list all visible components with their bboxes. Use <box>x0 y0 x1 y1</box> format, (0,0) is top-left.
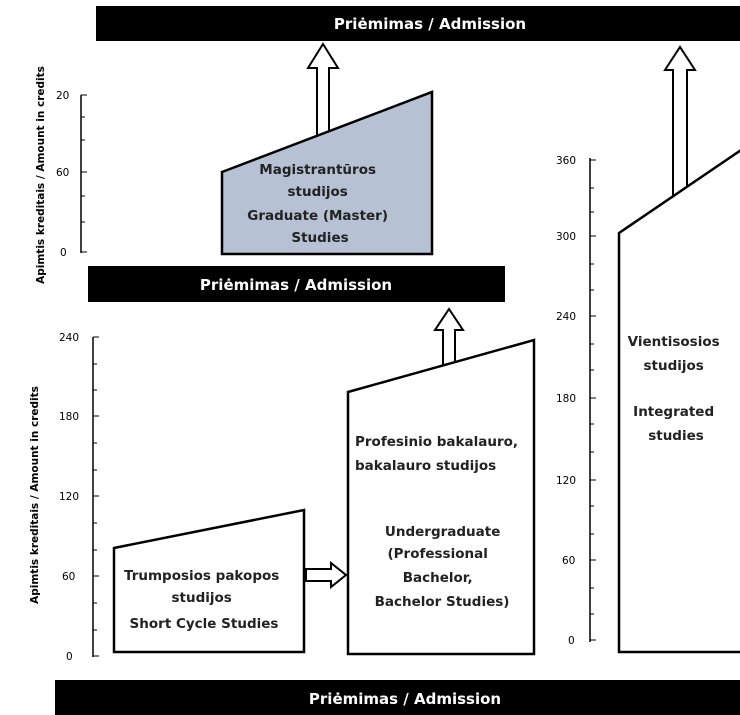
admission-bar-bottom-label: Priėmimas / Admission <box>309 690 501 708</box>
right-axis-tick-300: 300 <box>556 231 576 243</box>
integrated-studies-text: Vientisosios studijos Integrated studies <box>628 334 725 444</box>
integrated-line-2: studijos <box>643 358 703 374</box>
right-axis-tick-360: 360 <box>556 155 576 167</box>
bottom-axis-tick-240: 240 <box>59 332 79 344</box>
y-axis-label-top: Apimtis kreditais / Amount in credits <box>35 66 47 284</box>
integrated-line-1: Vientisosios <box>628 334 720 350</box>
admission-bar-middle-label: Priėmimas / Admission <box>200 276 392 294</box>
undergrad-line-2: bakalauro studijos <box>355 458 496 474</box>
up-arrow-integrated <box>663 45 697 199</box>
bottom-axis-tick-120: 120 <box>59 491 79 503</box>
master-line-1: Magistrantūros <box>259 162 376 178</box>
top-axis-tick-0: 0 <box>60 247 67 259</box>
short-cycle-line-3: Short Cycle Studies <box>130 616 279 632</box>
right-axis-tick-240: 240 <box>556 311 576 323</box>
short-cycle-line-2: studijos <box>171 590 231 606</box>
short-cycle-box <box>112 508 306 654</box>
undergrad-line-4: (Professional <box>387 546 487 562</box>
short-cycle-text: Trumposios pakopos studijos Short Cycle … <box>124 568 284 632</box>
master-line-4: Studies <box>291 230 348 246</box>
up-arrow-master <box>306 42 340 141</box>
bottom-axis: 240 180 120 60 0 <box>59 332 99 663</box>
admission-bar-bottom: Priėmimas / Admission <box>55 680 740 715</box>
right-axis-tick-60: 60 <box>562 555 575 567</box>
master-line-3: Graduate (Master) <box>247 208 388 224</box>
master-studies-box <box>220 90 434 256</box>
undergrad-line-5: Bachelor, <box>403 570 473 586</box>
right-axis-tick-120: 120 <box>556 475 576 487</box>
short-cycle-line-1: Trumposios pakopos <box>124 568 279 584</box>
bottom-axis-tick-60: 60 <box>62 571 75 583</box>
undergrad-line-6: Bachelor Studies) <box>375 594 510 610</box>
y-axis-label-bottom: Apimtis kreditais / Amount in credits <box>29 386 41 604</box>
master-studies-text: Magistrantūros studijos Graduate (Master… <box>247 162 392 246</box>
undergraduate-text-en: Undergraduate (Professional Bachelor, Ba… <box>375 524 510 610</box>
up-arrow-undergrad <box>433 307 465 367</box>
admission-bar-top: Priėmimas / Admission <box>96 6 740 41</box>
integrated-studies-box <box>617 149 740 654</box>
bottom-axis-tick-0: 0 <box>66 651 73 663</box>
top-axis-tick-20: 20 <box>56 90 69 102</box>
undergrad-line-1: Profesinio bakalauro, <box>355 434 518 450</box>
integrated-line-4: studies <box>648 428 704 444</box>
admission-bar-middle: Priėmimas / Admission <box>88 266 505 302</box>
right-arrow-short-to-undergrad <box>305 560 348 590</box>
right-axis-tick-0: 0 <box>568 635 575 647</box>
right-axis-tick-180: 180 <box>556 393 576 405</box>
top-axis: 20 60 0 <box>56 90 87 259</box>
bottom-axis-tick-180: 180 <box>59 411 79 423</box>
undergraduate-box <box>346 338 536 656</box>
master-line-2: studijos <box>287 184 347 200</box>
right-axis: 360 300 240 180 120 60 0 <box>556 155 596 647</box>
undergrad-line-3: Undergraduate <box>385 524 500 540</box>
admission-bar-top-label: Priėmimas / Admission <box>334 15 526 33</box>
undergraduate-text-lt: Profesinio bakalauro, bakalauro studijos <box>355 434 523 474</box>
integrated-line-3: Integrated <box>633 404 714 420</box>
top-axis-tick-60: 60 <box>56 167 69 179</box>
